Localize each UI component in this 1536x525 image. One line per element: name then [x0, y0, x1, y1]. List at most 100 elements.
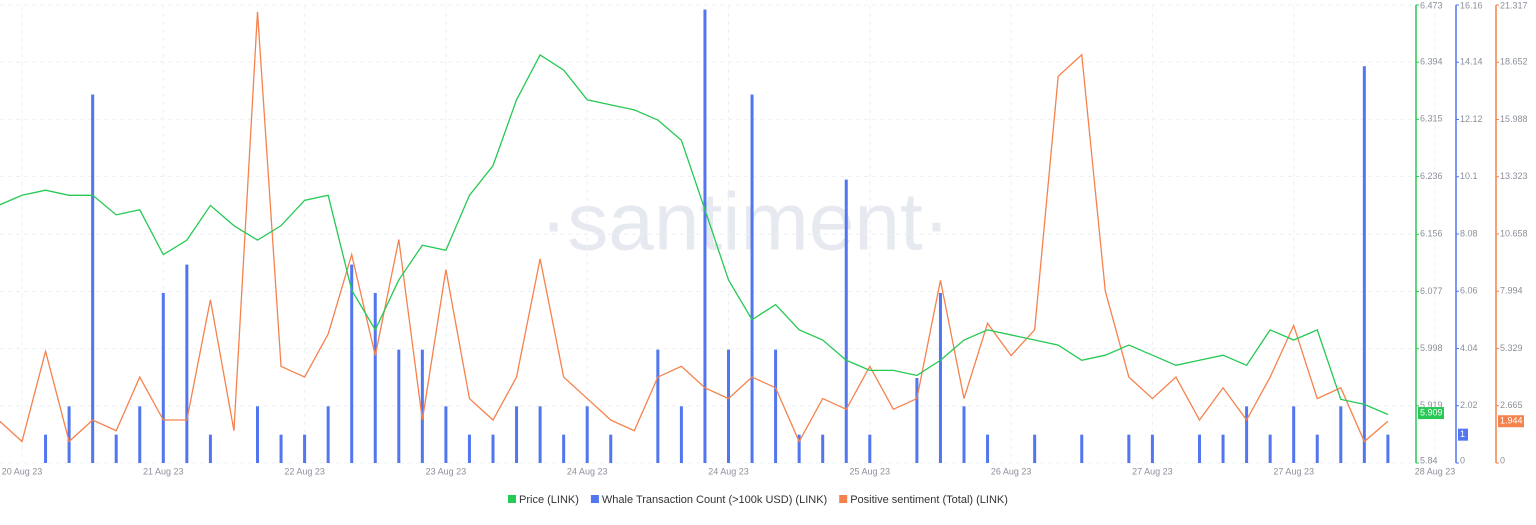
bar	[750, 94, 754, 464]
bar	[538, 406, 542, 463]
bar	[491, 434, 495, 463]
y-tick-label: 16.16	[1460, 0, 1483, 10]
x-tick-label: 26 Aug 23	[991, 466, 1032, 476]
bar	[67, 406, 71, 463]
y-tick-label: 7.994	[1500, 286, 1523, 296]
line	[0, 11, 1389, 443]
bar	[138, 406, 142, 463]
bar	[397, 349, 401, 463]
x-tick-label: 25 Aug 23	[850, 466, 891, 476]
bar	[1268, 434, 1272, 463]
y-tick-label: 14.14	[1460, 57, 1483, 67]
bar	[185, 264, 189, 463]
bar	[373, 292, 377, 463]
current-label: 5.909	[1420, 407, 1443, 417]
y-tick-label: 2.02	[1460, 400, 1478, 410]
current-label: 1	[1460, 429, 1465, 439]
bar	[1292, 406, 1296, 463]
y-tick-label: 8.08	[1460, 228, 1478, 238]
bar	[679, 406, 683, 463]
y-tick-label: 0	[1460, 455, 1465, 465]
legend-swatch	[508, 495, 516, 503]
bar	[1221, 434, 1225, 463]
bar	[797, 434, 801, 463]
bar	[1033, 434, 1037, 463]
y-tick-label: 10.658	[1500, 228, 1528, 238]
bar	[774, 349, 778, 463]
bar	[868, 434, 872, 463]
bar	[962, 406, 966, 463]
bar	[444, 406, 448, 463]
bar	[938, 292, 942, 463]
bar	[1150, 434, 1154, 463]
legend-label: Positive sentiment (Total) (LINK)	[850, 494, 1008, 506]
bar	[91, 94, 95, 464]
y-tick-label: 6.473	[1420, 0, 1443, 10]
legend: Price (LINK) Whale Transaction Count (>10…	[508, 494, 1008, 506]
y-tick-label: 5.919	[1420, 400, 1443, 410]
current-badge	[1418, 407, 1444, 420]
bar	[727, 349, 730, 463]
x-tick-label: 21 Aug 23	[143, 466, 184, 476]
bar	[821, 434, 825, 463]
bar	[1339, 406, 1343, 463]
y-tick-label: 6.06	[1460, 286, 1478, 296]
legend-swatch	[590, 495, 599, 503]
current-badge	[1458, 428, 1468, 441]
y-tick-label: 5.329	[1500, 343, 1523, 353]
bar	[656, 349, 660, 463]
bar	[585, 406, 589, 463]
bar	[420, 349, 424, 463]
x-tick-label: 24 Aug 23	[567, 466, 608, 476]
y-tick-label: 13.323	[1500, 171, 1528, 181]
bar	[256, 406, 259, 463]
bar	[1386, 434, 1390, 463]
bar	[609, 434, 613, 463]
x-tick-label: 27 Aug 23	[1273, 466, 1314, 476]
bar	[467, 434, 471, 463]
bar	[350, 264, 354, 463]
y-tick-label: 6.315	[1420, 114, 1443, 124]
y-tick-label: 4.04	[1460, 343, 1478, 353]
bar	[915, 377, 919, 463]
bar	[515, 406, 519, 463]
bar	[986, 434, 990, 463]
bar	[114, 434, 118, 463]
current-label: 1.944	[1500, 416, 1523, 426]
y-tick-label: 5.998	[1420, 343, 1443, 353]
bar	[161, 292, 165, 463]
y-tick-label: 6.077	[1420, 286, 1443, 296]
bar	[326, 406, 330, 463]
x-tick-label: 22 Aug 23	[284, 466, 325, 476]
y-tick-label: 2.665	[1500, 400, 1523, 410]
y-tick-label: 6.156	[1420, 229, 1443, 239]
x-tick-label: 23 Aug 23	[426, 466, 467, 476]
y-tick-label: 12.12	[1460, 114, 1483, 124]
bar	[844, 179, 848, 463]
bar	[279, 434, 283, 463]
y-tick-label: 21.317	[1500, 0, 1528, 10]
y-tick-label: 6.236	[1420, 171, 1443, 181]
bar	[1198, 434, 1201, 463]
bar	[562, 434, 566, 463]
bar	[1127, 434, 1131, 463]
x-tick-label: 28 Aug 23	[1415, 466, 1456, 476]
y-tick-label: 10.1	[1460, 171, 1478, 181]
current-badge	[1498, 415, 1524, 428]
bar	[1315, 434, 1319, 463]
bar	[44, 434, 48, 463]
line	[0, 53, 1389, 416]
bar	[703, 9, 707, 463]
legend-label: Price (LINK)	[519, 494, 579, 506]
bar	[303, 434, 307, 463]
y-tick-label: 6.394	[1420, 57, 1443, 67]
x-tick-label: 20 Aug 23	[2, 466, 43, 476]
watermark: ·santiment·	[540, 177, 950, 268]
x-tick-label: 27 Aug 23	[1132, 466, 1173, 476]
legend-label: Whale Transaction Count (>100k USD) (LIN…	[602, 494, 827, 506]
y-tick-label: 5.84	[1420, 455, 1438, 465]
y-tick-label: 15.988	[1500, 114, 1528, 124]
x-tick-label: 24 Aug 23	[708, 466, 749, 476]
bar	[208, 434, 212, 463]
